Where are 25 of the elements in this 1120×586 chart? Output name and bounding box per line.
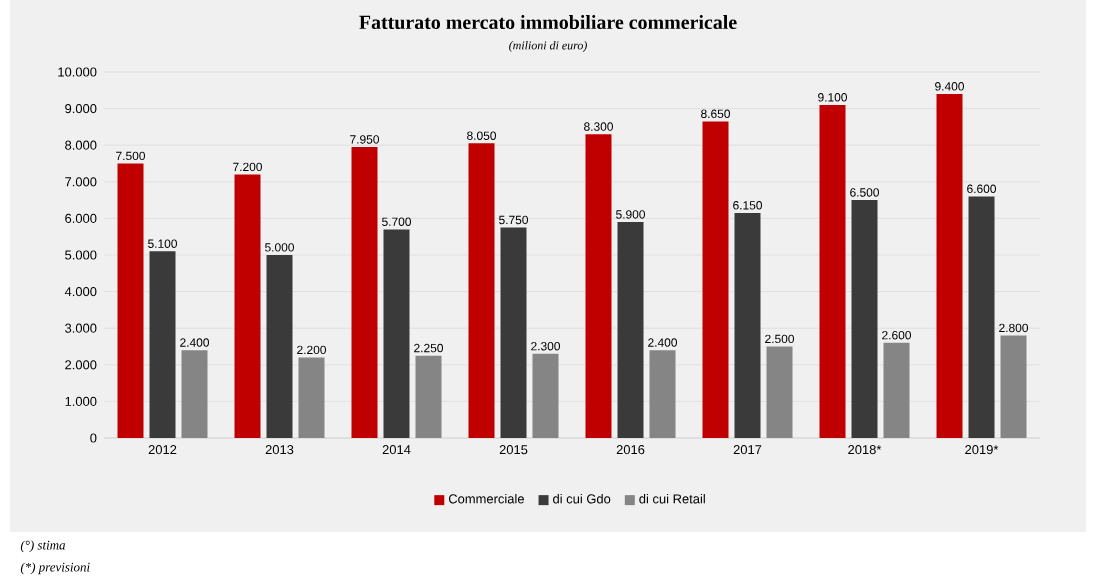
bar <box>766 346 793 438</box>
bar <box>298 357 325 438</box>
bar <box>819 104 846 438</box>
bar <box>968 196 995 438</box>
bar <box>415 355 442 438</box>
bar <box>468 143 495 438</box>
bar <box>383 229 410 438</box>
bar <box>117 163 144 438</box>
bar <box>181 350 208 438</box>
bar <box>532 353 559 438</box>
bar <box>266 255 293 438</box>
bar <box>649 350 676 438</box>
bar <box>585 134 612 438</box>
bar <box>617 222 644 438</box>
bar <box>734 212 761 438</box>
bar <box>234 174 261 438</box>
bar <box>500 227 527 438</box>
bar <box>1000 335 1027 438</box>
bar <box>149 251 176 438</box>
bar <box>936 93 963 438</box>
bar <box>851 200 878 438</box>
bar <box>351 147 378 438</box>
bar <box>702 121 729 438</box>
chart-title: Fatturato mercato immobiliare commericale <box>359 15 737 30</box>
bar <box>883 342 910 438</box>
